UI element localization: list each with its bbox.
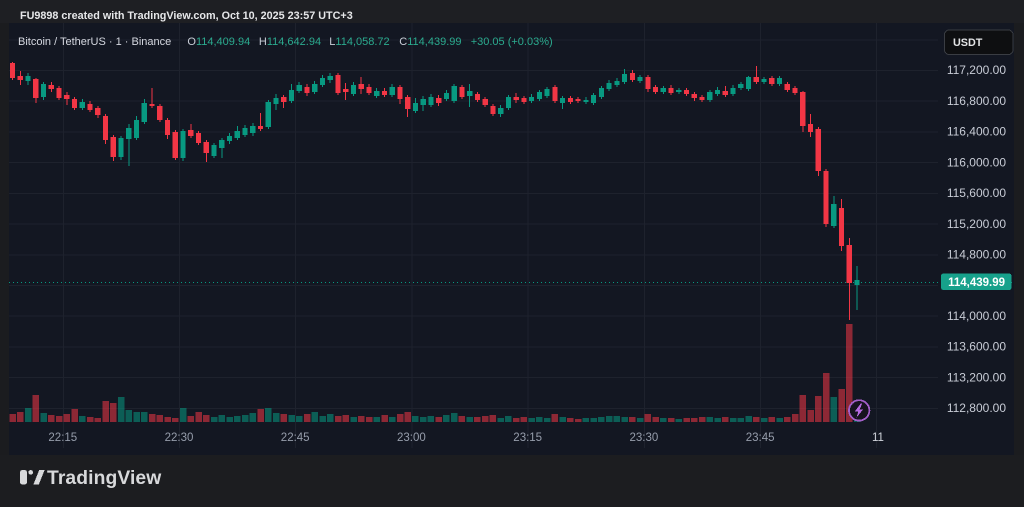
- svg-text:22:15: 22:15: [48, 432, 77, 444]
- svg-text:116,000.00: 116,000.00: [947, 155, 1006, 169]
- svg-text:114,800.00: 114,800.00: [947, 248, 1006, 262]
- svg-text:116,400.00: 116,400.00: [947, 125, 1006, 139]
- svg-text:FU9898 created with TradingVie: FU9898 created with TradingView.com, Oct…: [20, 10, 353, 22]
- svg-text:Bitcoin / TetherUS · 1 · Binan: Bitcoin / TetherUS · 1 · Binance: [18, 36, 171, 48]
- svg-text:117,200.00: 117,200.00: [947, 63, 1006, 77]
- svg-text:23:45: 23:45: [746, 432, 775, 444]
- svg-text:112,800.00: 112,800.00: [947, 401, 1006, 415]
- svg-text:114,000.00: 114,000.00: [947, 309, 1006, 323]
- svg-text:23:00: 23:00: [397, 432, 426, 444]
- svg-text:114,439.99: 114,439.99: [948, 277, 1005, 289]
- svg-text:USDT: USDT: [953, 37, 983, 49]
- svg-text:115,200.00: 115,200.00: [947, 217, 1006, 231]
- svg-text:23:15: 23:15: [513, 432, 542, 444]
- svg-text:TradingView: TradingView: [47, 468, 162, 489]
- svg-text:113,200.00: 113,200.00: [947, 370, 1006, 384]
- svg-text:116,800.00: 116,800.00: [947, 94, 1006, 108]
- svg-text:23:30: 23:30: [630, 432, 659, 444]
- svg-text:11: 11: [872, 432, 884, 444]
- svg-text:22:45: 22:45: [281, 432, 310, 444]
- svg-text:115,600.00: 115,600.00: [947, 186, 1006, 200]
- svg-text:113,600.00: 113,600.00: [947, 340, 1006, 354]
- svg-text:22:30: 22:30: [165, 432, 194, 444]
